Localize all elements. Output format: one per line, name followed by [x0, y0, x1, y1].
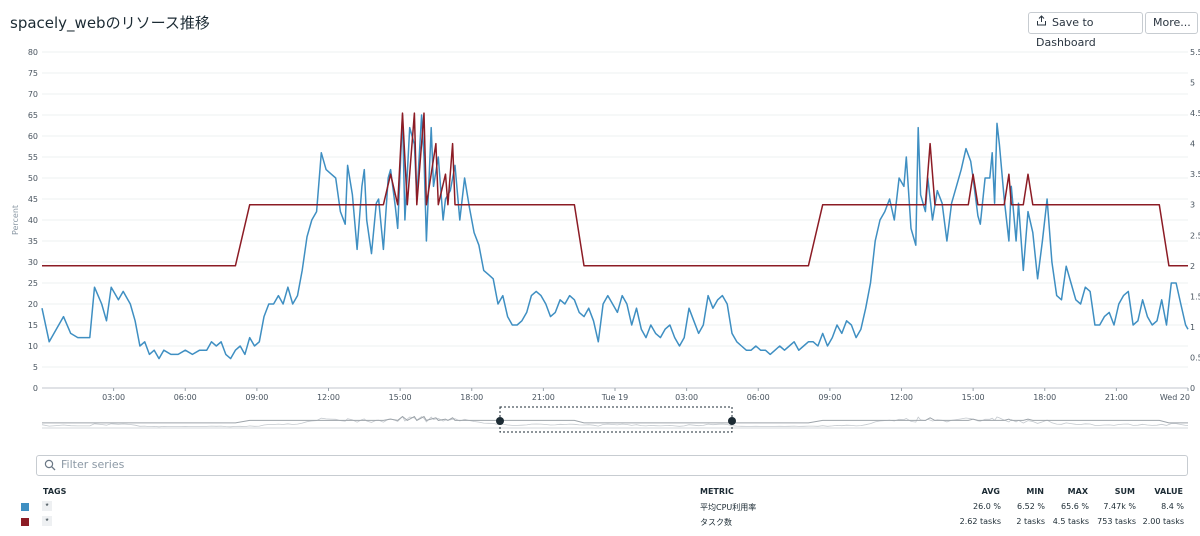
- y2-tick-label: 1: [1190, 323, 1195, 332]
- x-tick-label: 06:00: [747, 393, 770, 402]
- row-avg: 2.62 tasks: [959, 517, 1001, 526]
- col-sum[interactable]: SUM: [1114, 487, 1135, 496]
- x-tick-label: 12:00: [317, 393, 340, 402]
- filter-series-box[interactable]: [36, 455, 1188, 476]
- overview-cpu-line: [41, 415, 1189, 428]
- y2-tick-label: 2.5: [1190, 231, 1200, 240]
- row-max: 4.5 tasks: [1052, 517, 1089, 526]
- col-avg[interactable]: AVG: [981, 487, 1000, 496]
- y2-tick-label: 1.5: [1190, 292, 1200, 301]
- row-sum: 7.47k %: [1103, 502, 1136, 511]
- series-line-cpu: [41, 114, 1189, 360]
- row-max: 65.6 %: [1061, 502, 1089, 511]
- y-tick-label: 80: [28, 48, 38, 57]
- y-tick-label: 5: [33, 363, 38, 372]
- row-min: 2 tasks: [1016, 517, 1045, 526]
- y2-tick-label: 0.5: [1190, 353, 1200, 362]
- series-color-tasks[interactable]: [21, 518, 29, 526]
- y2-tick-label: 0: [1190, 384, 1195, 393]
- y-tick-label: 20: [28, 300, 38, 309]
- y2-tick-label: 4.5: [1190, 109, 1200, 118]
- series-line-tasks: [42, 112, 1188, 267]
- x-tick-label: 12:00: [890, 393, 913, 402]
- chart: 0510152025303540455055606570758000.511.5…: [11, 48, 1200, 433]
- search-icon: [44, 458, 56, 476]
- tag-chip[interactable]: *: [42, 501, 52, 511]
- col-value[interactable]: VALUE: [1154, 487, 1183, 496]
- series-color-cpu[interactable]: [21, 503, 29, 511]
- y-tick-label: 50: [28, 174, 38, 183]
- y2-tick-label: 3.5: [1190, 170, 1200, 179]
- x-tick-label: 21:00: [1105, 393, 1128, 402]
- y-tick-label: 10: [28, 342, 38, 351]
- x-tick-label: 03:00: [102, 393, 125, 402]
- row-avg: 26.0 %: [973, 502, 1001, 511]
- more-button[interactable]: More...: [1145, 12, 1198, 34]
- col-tags: TAGS: [43, 487, 67, 496]
- y-tick-label: 40: [28, 216, 38, 225]
- overview-tasks-line: [42, 415, 1188, 424]
- x-tick-label: 15:00: [962, 393, 985, 402]
- x-tick-label: 18:00: [460, 393, 483, 402]
- x-tick-label: 09:00: [245, 393, 268, 402]
- overview-handle-right[interactable]: [728, 417, 736, 425]
- y-tick-label: 15: [28, 321, 38, 330]
- y-tick-label: 70: [28, 90, 38, 99]
- y-tick-label: 25: [28, 279, 38, 288]
- y2-tick-label: 3: [1190, 201, 1195, 210]
- save-to-dashboard-button[interactable]: Save to Dashboard: [1028, 12, 1143, 49]
- y2-tick-label: 4: [1190, 140, 1195, 149]
- y-axis-label: Percent: [11, 205, 20, 235]
- y-tick-label: 60: [28, 132, 38, 141]
- y2-tick-label: 5: [1190, 79, 1195, 88]
- y2-tick-label: 2: [1190, 262, 1195, 271]
- x-tick-label: Tue 19: [601, 393, 628, 402]
- y-tick-label: 65: [28, 111, 38, 120]
- y-tick-label: 0: [33, 384, 38, 393]
- x-tick-label: 15:00: [389, 393, 412, 402]
- y-tick-label: 30: [28, 258, 38, 267]
- x-tick-label: 06:00: [174, 393, 197, 402]
- y-tick-label: 75: [28, 69, 38, 78]
- col-min[interactable]: MIN: [1026, 487, 1044, 496]
- save-label: Save to Dashboard: [1036, 16, 1096, 49]
- x-tick-label: 03:00: [675, 393, 698, 402]
- filter-series-input[interactable]: [59, 457, 1163, 472]
- row-min: 6.52 %: [1017, 502, 1045, 511]
- x-tick-label: 21:00: [532, 393, 555, 402]
- y2-tick-label: 5.5: [1190, 48, 1200, 57]
- y-tick-label: 55: [28, 153, 38, 162]
- overview-handle-left[interactable]: [496, 417, 504, 425]
- tag-chip[interactable]: *: [42, 516, 52, 526]
- x-tick-label: Wed 20: [1160, 393, 1190, 402]
- export-icon: [1036, 13, 1047, 33]
- x-tick-label: 09:00: [818, 393, 841, 402]
- metric-name: タスク数: [700, 518, 732, 527]
- row-value: 8.4 %: [1161, 502, 1184, 511]
- page-title: spacely_webのリソース推移: [10, 14, 210, 32]
- col-metric: METRIC: [700, 487, 734, 496]
- col-max[interactable]: MAX: [1067, 487, 1088, 496]
- y-tick-label: 35: [28, 237, 38, 246]
- row-sum: 753 tasks: [1097, 517, 1136, 526]
- metric-name: 平均CPU利用率: [700, 503, 757, 512]
- overview-strip[interactable]: [41, 406, 1189, 433]
- x-tick-label: 18:00: [1033, 393, 1056, 402]
- y-tick-label: 45: [28, 195, 38, 204]
- row-value: 2.00 tasks: [1142, 517, 1184, 526]
